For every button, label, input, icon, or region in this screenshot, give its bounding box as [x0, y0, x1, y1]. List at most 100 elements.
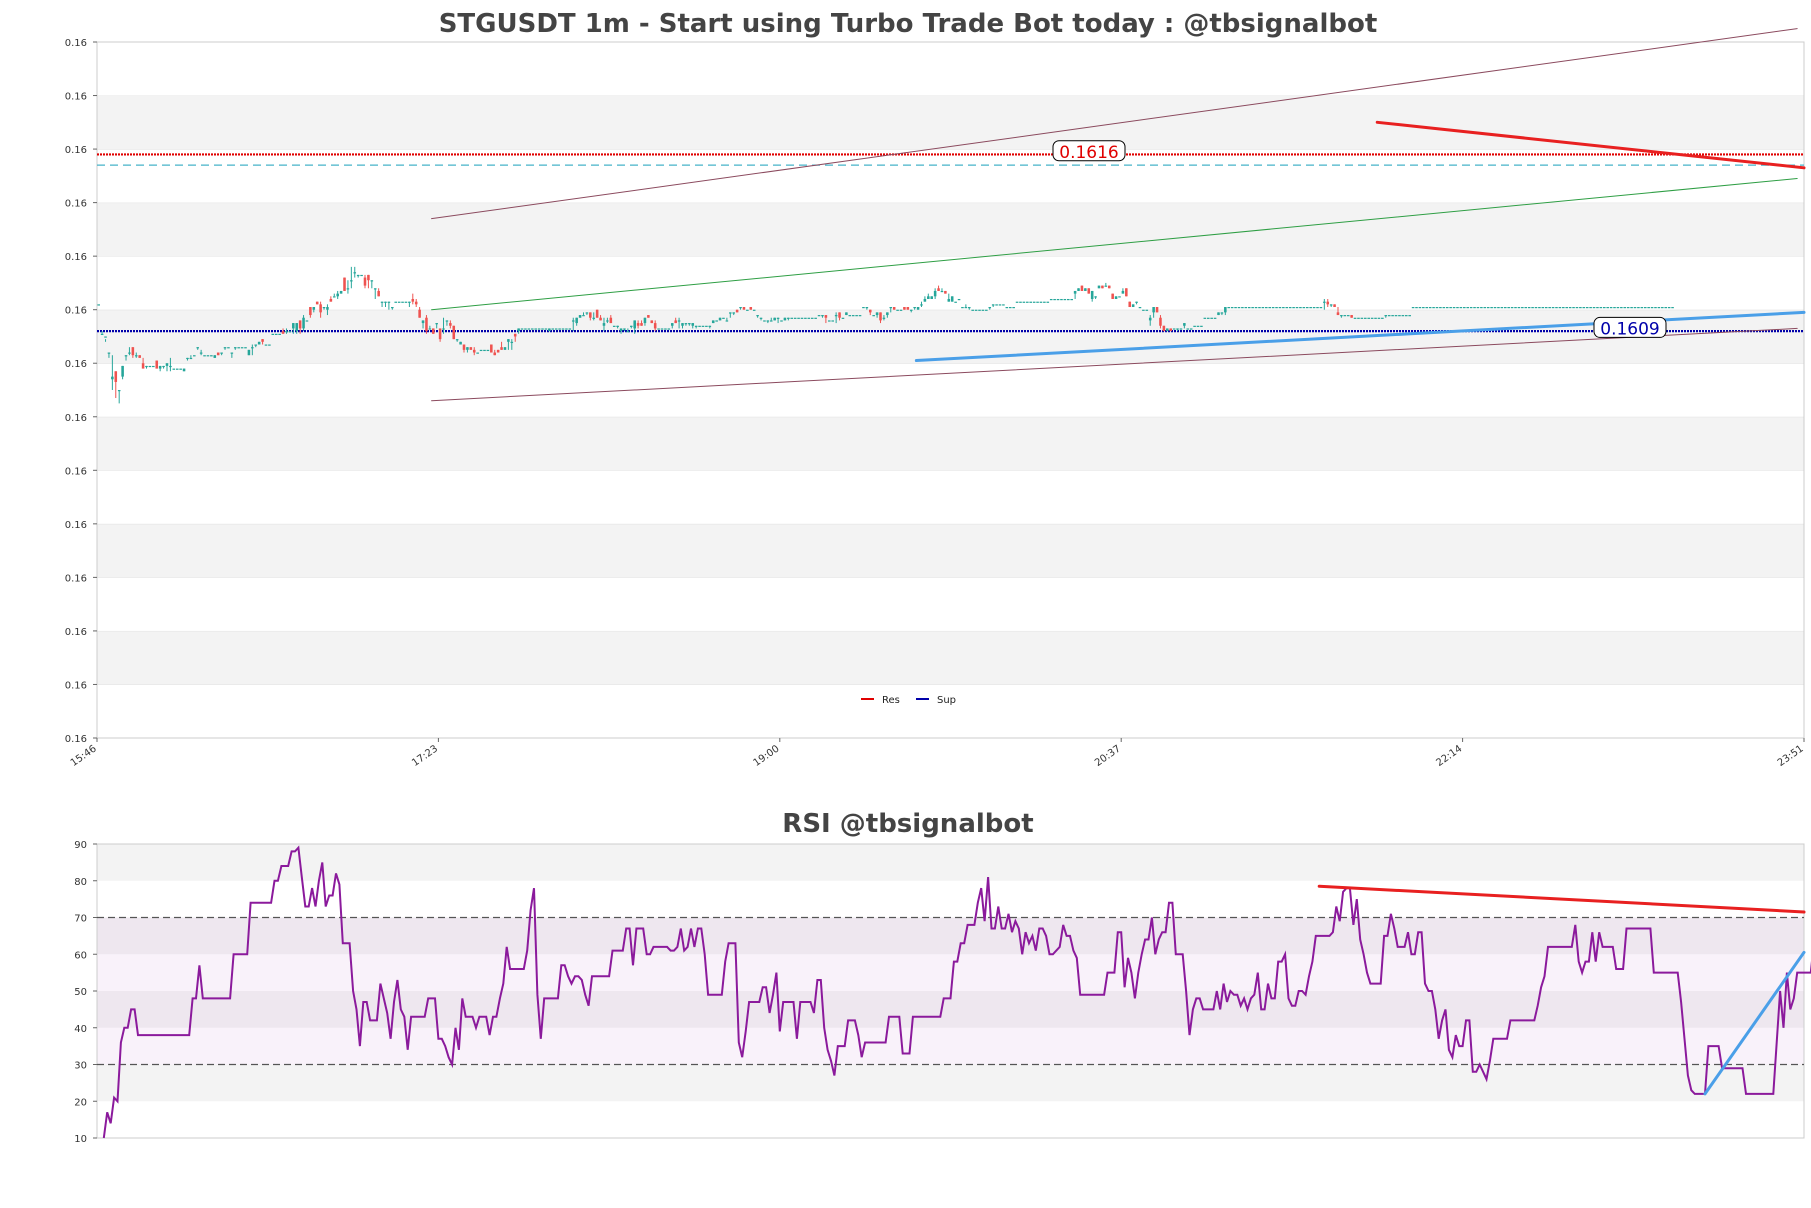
candle-up — [896, 309, 899, 311]
candle-up — [1575, 307, 1579, 309]
candle-up — [1189, 328, 1193, 330]
candle-down — [309, 307, 312, 316]
candle-up — [288, 331, 292, 333]
rsi-panel: RSI @tbsignalbot 10 20 30 40 50 60 70 80 90 — [74, 809, 1811, 1145]
candle-up — [947, 298, 951, 302]
candle-up — [1036, 301, 1039, 303]
candle-up — [630, 325, 633, 327]
candle-down — [1350, 315, 1353, 318]
candle-up — [722, 317, 725, 319]
candle-up — [186, 357, 189, 360]
candle-up — [1186, 328, 1190, 330]
candle-up — [332, 296, 336, 298]
candle-down — [490, 344, 493, 353]
candle-down — [1159, 317, 1162, 326]
candle-up — [169, 365, 172, 368]
candle-up — [1230, 307, 1234, 309]
candle-down — [1087, 288, 1091, 294]
candle-up — [322, 307, 326, 309]
candle-up — [1664, 307, 1668, 309]
candle-up — [967, 307, 971, 309]
candle-up — [701, 325, 705, 327]
candle-up — [1142, 309, 1145, 311]
candle-up — [1507, 307, 1510, 309]
candle-up — [1384, 315, 1388, 317]
candle-down — [315, 301, 319, 305]
candle-up — [134, 355, 138, 357]
time-x-tick-label: 17:23 — [410, 743, 440, 769]
candle-up — [401, 301, 404, 303]
candle-up — [387, 301, 391, 303]
time-x-tick-label: 22:14 — [1434, 743, 1464, 769]
candle-up — [691, 323, 695, 326]
candle-up — [1483, 307, 1487, 309]
candle-up — [971, 309, 974, 311]
candle-up — [486, 349, 490, 352]
candle-down — [418, 309, 421, 318]
candle-up — [350, 280, 353, 282]
candle-up — [189, 357, 193, 360]
legend-sup-label: Sup — [937, 695, 956, 706]
candle-up — [930, 296, 934, 299]
candle-up — [172, 368, 176, 370]
candle-up — [862, 307, 865, 309]
candle-up — [1650, 307, 1654, 309]
candle-up — [247, 349, 251, 356]
candle-up — [1022, 301, 1026, 303]
candle-up — [961, 307, 964, 309]
price-y-tick-label: 0.16 — [65, 413, 87, 424]
candle-up — [790, 317, 794, 319]
candle-up — [1206, 317, 1210, 319]
resistance-label: 0.1616 — [1052, 140, 1126, 163]
price-y-tick-label: 0.16 — [65, 520, 87, 531]
price-grid-band — [97, 149, 1804, 203]
candle-up — [633, 320, 636, 329]
candle-up — [606, 320, 609, 322]
candle-up — [124, 355, 128, 357]
candle-down — [343, 277, 346, 291]
rsi-y-axis: 10 20 30 40 50 60 70 80 90 — [74, 840, 97, 1145]
candle-up — [305, 320, 309, 322]
candle-up — [1374, 317, 1377, 319]
candle-down — [496, 349, 500, 353]
candle-up — [1527, 307, 1531, 309]
candle-up — [1360, 317, 1364, 319]
price-grid-band — [97, 202, 1804, 257]
candle-up — [148, 365, 152, 368]
candle-up — [1224, 307, 1227, 313]
rsi-grid-band — [97, 917, 1804, 955]
candle-up — [909, 309, 913, 311]
candle-up — [821, 315, 824, 317]
candle-down — [1336, 312, 1340, 316]
candle-up — [882, 317, 886, 319]
candle-down — [1162, 325, 1166, 332]
candle-up — [1647, 307, 1650, 309]
candle-up — [534, 328, 537, 330]
candle-up — [254, 344, 258, 346]
candle-up — [732, 312, 735, 314]
candle-up — [985, 309, 988, 311]
candle-up — [121, 365, 124, 377]
candle-up — [1435, 307, 1439, 309]
candle-up — [1032, 301, 1036, 303]
resistance-trend-line — [1375, 120, 1806, 170]
candle-up — [1640, 307, 1644, 309]
candle-up — [793, 317, 797, 319]
candle-down — [892, 307, 896, 310]
price-plot-frame — [96, 41, 1805, 739]
candle-up — [858, 315, 862, 317]
candle-up — [834, 315, 838, 317]
candle-up — [179, 368, 182, 370]
candle-up — [1654, 307, 1657, 309]
candle-down — [438, 328, 442, 340]
candle-up — [152, 365, 155, 368]
candle-down — [1326, 301, 1330, 305]
candle-up — [1176, 328, 1179, 330]
candle-up — [1466, 307, 1470, 309]
rsi-grid-band — [97, 880, 1804, 918]
candle-up — [397, 301, 401, 303]
candle-down — [261, 339, 264, 342]
candle-up — [807, 317, 811, 319]
candle-up — [1538, 307, 1541, 309]
rsi-y-tick-label: 50 — [74, 987, 87, 998]
